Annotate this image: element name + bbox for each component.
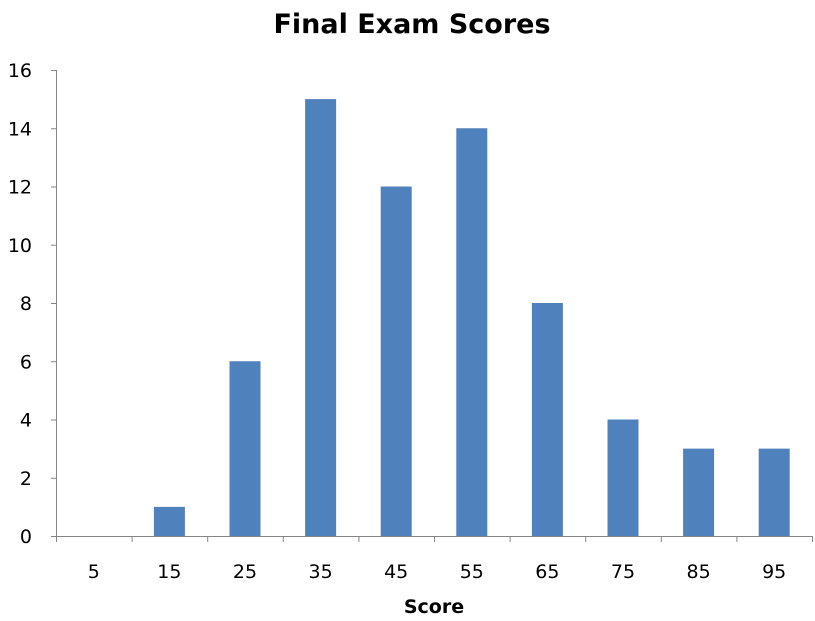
bar-95	[758, 448, 790, 536]
y-tick-label: 0	[20, 526, 32, 548]
bar-15	[153, 506, 185, 536]
y-tick-label: 8	[20, 293, 32, 315]
y-axis: 0 2 4 6 8 10 12 14 16	[8, 60, 56, 548]
bars	[153, 99, 790, 536]
x-tick-label: 35	[309, 561, 333, 583]
bar-25	[229, 361, 261, 536]
y-tick-label: 2	[20, 468, 32, 490]
y-tick-label: 16	[8, 60, 32, 82]
bar-85	[683, 448, 715, 536]
x-tick-label: 65	[535, 561, 559, 583]
x-tick-label: 45	[384, 561, 408, 583]
x-axis-title: Score	[404, 596, 464, 618]
x-tick-label: 5	[88, 561, 100, 583]
x-tick-label: 15	[157, 561, 181, 583]
x-tick-label: 85	[687, 561, 711, 583]
bar-45	[380, 186, 412, 536]
y-tick-label: 6	[20, 351, 32, 373]
bar-65	[531, 303, 563, 536]
x-tick-label: 55	[460, 561, 484, 583]
y-tick-label: 14	[8, 118, 32, 140]
x-axis: 5 15 25 35 45 55 65 75 85 95	[56, 536, 813, 583]
y-tick-label: 4	[20, 410, 32, 432]
x-tick-label: 75	[611, 561, 635, 583]
bar-55	[456, 128, 488, 536]
y-tick-label: 10	[8, 235, 32, 257]
x-tick-label: 95	[762, 561, 786, 583]
bar-35	[305, 99, 337, 536]
bar-75	[607, 419, 639, 536]
y-tick-label: 12	[8, 177, 32, 199]
x-tick-label: 25	[233, 561, 257, 583]
chart-title: Final Exam Scores	[273, 9, 550, 40]
